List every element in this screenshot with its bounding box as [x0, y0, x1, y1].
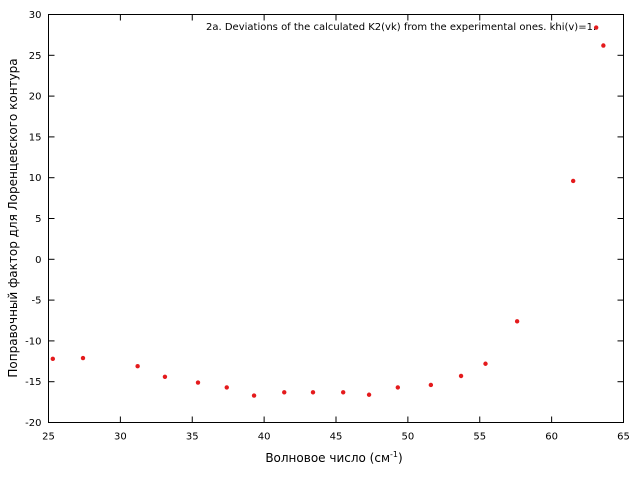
y-tick-label: -10: [25, 336, 41, 347]
data-point: [483, 361, 488, 366]
x-tick-label: 40: [258, 432, 271, 443]
data-point: [570, 178, 576, 184]
chart-title: 2a. Deviations of the calculated K2(vk) …: [206, 22, 596, 33]
data-point: [514, 319, 520, 324]
y-tick-label: 20: [29, 92, 42, 103]
data-point: [458, 373, 464, 379]
data-point: [428, 382, 434, 388]
y-tick-label: -5: [32, 296, 42, 307]
y-tick-label: 25: [29, 51, 42, 62]
data-points: [50, 25, 606, 398]
data-point: [135, 363, 140, 369]
x-axis-label-main: Волновое число (см: [265, 451, 390, 465]
y-tick-label: -15: [25, 377, 41, 388]
data-point: [162, 374, 168, 380]
data-point: [593, 25, 599, 30]
x-tick-label: 45: [330, 432, 343, 443]
data-point: [340, 390, 346, 395]
plot-frame: [48, 14, 624, 423]
y-tick-label: 10: [29, 173, 42, 184]
y-tick-label: 5: [35, 214, 41, 225]
y-tick-label: 30: [29, 10, 42, 21]
x-axis-label-end: ): [398, 451, 403, 465]
data-point: [310, 390, 316, 395]
x-tick-label: 65: [617, 432, 630, 443]
data-point: [251, 393, 257, 398]
x-tick-labels: 25 30 35 40 45 50 55 60 65: [42, 432, 630, 443]
data-point: [601, 43, 606, 48]
x-tick-label: 55: [473, 432, 486, 443]
x-tick-label: 35: [186, 432, 199, 443]
x-axis-label-sup: -1: [390, 450, 398, 459]
data-point: [395, 385, 401, 390]
x-tick-label: 50: [402, 432, 415, 443]
x-tick-label: 30: [114, 432, 127, 443]
y-tick-labels: -20 -15 -10 -5 0 5 10 15 20 25 30: [25, 10, 41, 429]
x-axis-label: Волновое число (см-1): [265, 450, 402, 465]
x-tick-label: 60: [545, 432, 558, 443]
data-point: [282, 390, 287, 395]
data-point: [195, 380, 201, 385]
data-point: [366, 392, 372, 397]
data-point: [224, 385, 229, 390]
data-point: [80, 355, 86, 361]
data-point: [50, 356, 56, 362]
axis-ticks: [48, 14, 624, 423]
y-tick-label: 0: [35, 255, 41, 266]
y-tick-label: 15: [29, 132, 42, 143]
x-tick-label: 25: [42, 432, 55, 443]
y-axis-label: Поправочный фактор для Лоренцевского кон…: [6, 58, 20, 377]
y-tick-label: -20: [25, 418, 41, 429]
